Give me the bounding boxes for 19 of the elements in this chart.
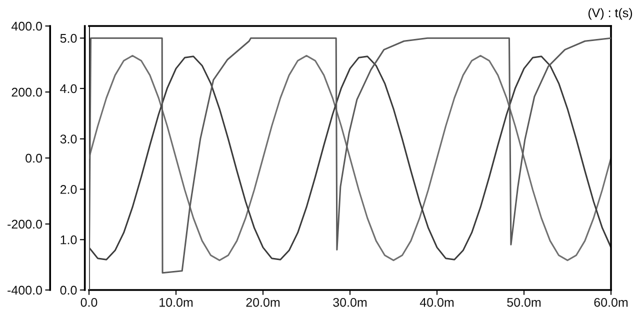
y-tick-label: 200.0 — [12, 88, 42, 97]
y-tick-label: 0.0 — [26, 154, 42, 163]
y2-tick-label: 0.0 — [60, 286, 77, 295]
y2-tick-label: 1.0 — [60, 235, 77, 244]
y2-tick-label: 2.0 — [60, 185, 77, 194]
x-tick-label: 0.0 — [80, 298, 98, 307]
y-tick-label: -400.0 — [8, 286, 42, 295]
y2-tick-label: 3.0 — [60, 134, 77, 144]
y2-tick-label: 4.0 — [60, 84, 77, 94]
y2-tick-label: 5.0 — [60, 34, 77, 43]
x-tick-label: 60.0m — [594, 298, 628, 307]
y-tick-label: -200.0 — [8, 220, 42, 229]
text: (V) : t(s) — [588, 8, 632, 20]
x-tick-label: 30.0m — [333, 298, 367, 307]
x-tick-label: 10.0m — [160, 298, 193, 307]
y-tick-label: 400.0 — [11, 22, 42, 31]
x-tick-label: 20.0m — [246, 298, 280, 307]
x-tick-label: 50.0m — [507, 298, 541, 307]
x-tick-label: 40.0m — [420, 298, 454, 307]
